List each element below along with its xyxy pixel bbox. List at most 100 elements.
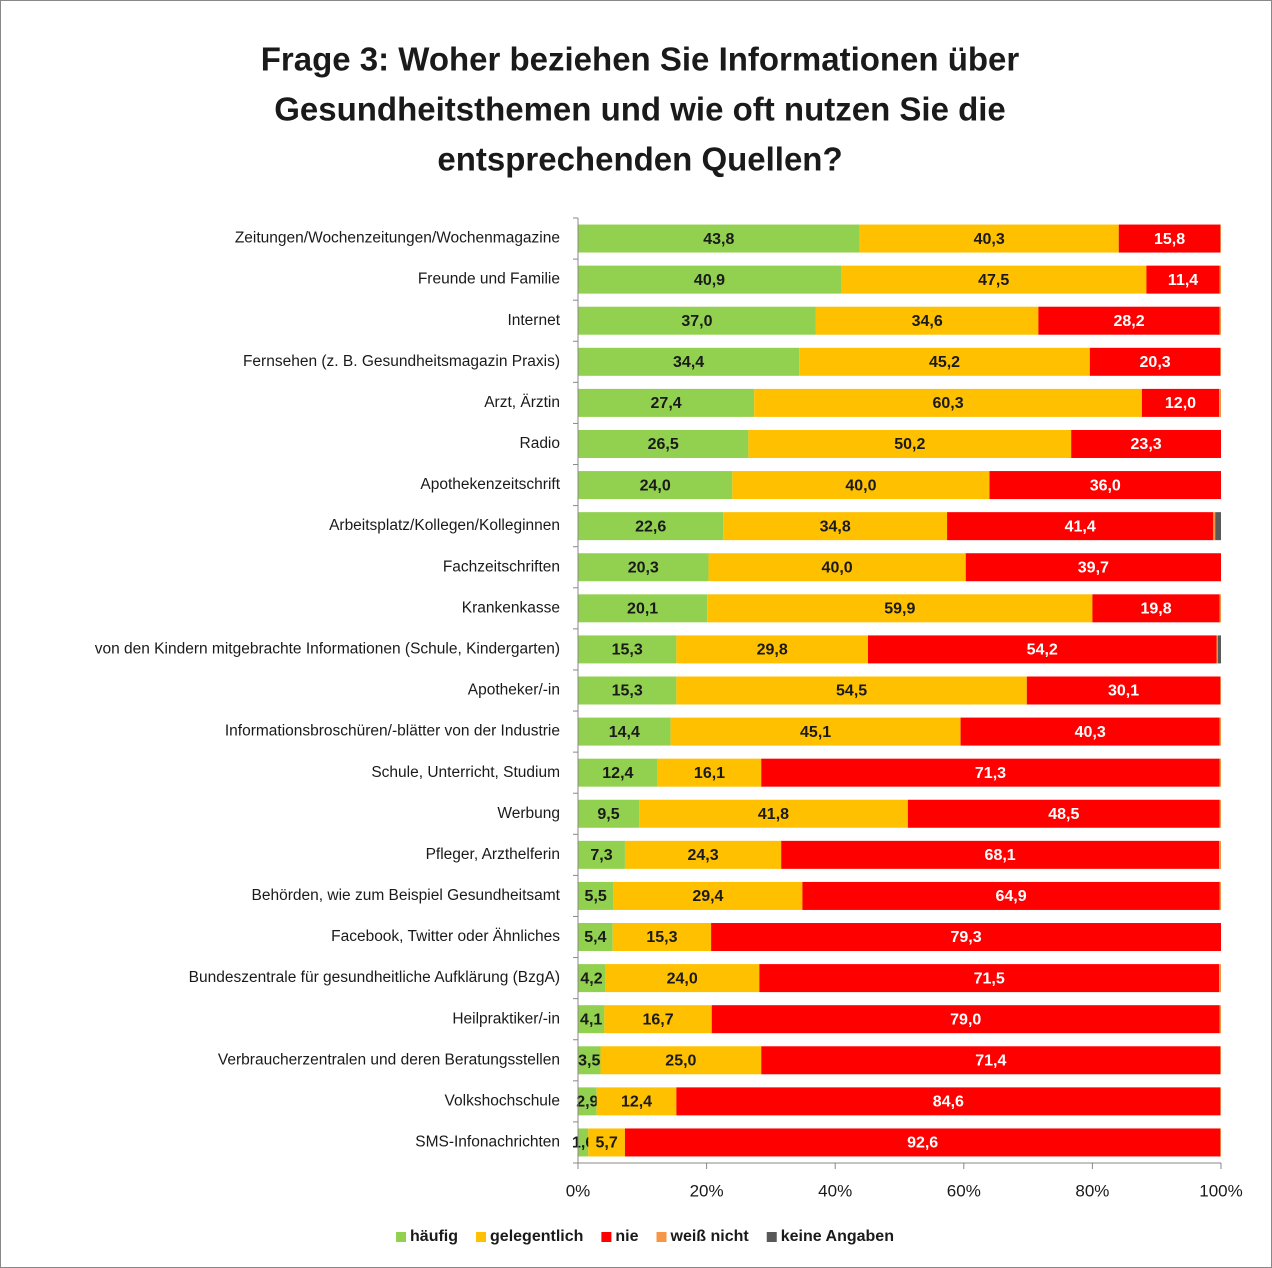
bar-segment [1219,964,1221,993]
value-label: 23,3 [1131,436,1162,453]
bar-segment [578,471,733,500]
value-label: 27,4 [651,395,682,412]
bar-segment [1219,758,1221,787]
x-tick-label: 0% [566,1181,591,1200]
bar-segment [578,1005,605,1034]
value-label: 92,6 [907,1135,938,1152]
value-label: 12,0 [1165,395,1196,412]
value-label: 20,3 [1140,354,1171,371]
value-label: 15,3 [612,683,643,700]
legend-label: weiß nicht [670,1228,750,1245]
value-label: 3,5 [578,1053,600,1070]
bar-segment [578,553,709,582]
bar-segment [578,594,708,623]
bar-segment [578,840,625,869]
category-label: Apotheker/-in [468,682,560,699]
value-label: 9,5 [597,806,619,823]
x-tick-label: 20% [690,1181,724,1200]
bar-segment [781,840,1220,869]
value-label: 54,5 [836,683,867,700]
value-label: 26,5 [648,436,679,453]
legend-label: keine Angaben [781,1228,894,1245]
x-tick-label: 40% [818,1181,852,1200]
value-label: 16,7 [642,1011,673,1028]
bar-segment [639,799,908,828]
bar-segment [612,923,712,952]
value-label: 15,3 [612,642,643,659]
bar-segment [708,553,966,582]
value-label: 47,5 [978,272,1009,289]
bar-segment [907,799,1220,828]
value-label: 12,4 [621,1094,652,1111]
bar-segment [578,758,658,787]
bar-segment [1026,676,1221,705]
category-label: Zeitungen/Wochenzeitungen/Wochenmagazine [235,230,560,247]
value-label: 34,6 [912,313,943,330]
x-tick-label: 100% [1199,1181,1242,1200]
bar-segment [588,1128,625,1157]
legend-label: nie [615,1228,638,1245]
legend-swatch [766,1232,777,1242]
bar-segment [604,1005,712,1034]
bar-segment [1220,676,1221,705]
bar-segment [578,717,671,746]
bar-segment [761,1046,1221,1075]
bar-segment [1219,594,1221,623]
value-label: 29,4 [692,888,723,905]
bar-segment [1219,799,1221,828]
category-label: Arbeitsplatz/Kollegen/Kolleginnen [329,517,560,534]
bar-segment [960,717,1220,746]
bar-segment [578,224,860,253]
bar-segment [578,347,800,376]
bar-segment [723,512,948,541]
value-label: 34,4 [673,354,704,371]
legend-swatch [656,1232,667,1242]
value-label: 16,1 [694,765,725,782]
value-label: 7,3 [590,847,612,864]
bar-segment [799,347,1090,376]
value-label: 50,2 [894,436,925,453]
value-label: 4,1 [580,1011,602,1028]
bar-segment [761,758,1220,787]
value-label: 68,1 [985,847,1016,864]
bar-segment [1220,224,1221,253]
bar-segment [624,1128,1221,1157]
value-label: 24,3 [687,847,718,864]
value-label: 15,3 [646,929,677,946]
bar-segment [1219,881,1221,910]
value-label: 5,4 [584,929,606,946]
category-label: von den Kindern mitgebrachte Information… [95,641,560,658]
category-label: Werbung [497,805,560,822]
bar-segment [1215,512,1221,541]
value-label: 40,0 [845,477,876,494]
bar-segment [1141,388,1220,417]
bar-segment [676,676,1027,705]
value-label: 34,8 [820,518,851,535]
category-label: Informationsbroschüren/-blätter von der … [225,723,560,740]
value-label: 40,3 [1075,724,1106,741]
bar-segment [1220,1087,1221,1116]
bar-segment [1216,635,1218,664]
value-label: 71,5 [974,970,1005,987]
legend-label: häufig [410,1228,458,1245]
value-label: 45,1 [800,724,831,741]
value-label: 24,0 [667,970,698,987]
bar-segment [711,1005,1220,1034]
value-label: 14,4 [609,724,640,741]
category-label: Behörden, wie zum Beispiel Gesundheitsam… [252,887,561,904]
bar-segment [1220,347,1221,376]
bar-segment [657,758,762,787]
bar-segment [711,923,1221,952]
bar-segment [859,224,1119,253]
bar-segment [867,635,1217,664]
value-label: 41,8 [758,806,789,823]
value-label: 25,0 [665,1053,696,1070]
value-label: 40,9 [694,272,725,289]
value-label: 36,0 [1090,477,1121,494]
category-label: Pfleger, Arzthelferin [426,846,560,863]
bar-segment [989,471,1221,500]
bar-segment [1118,224,1221,253]
value-label: 4,2 [580,970,602,987]
bar-segment [578,429,749,458]
